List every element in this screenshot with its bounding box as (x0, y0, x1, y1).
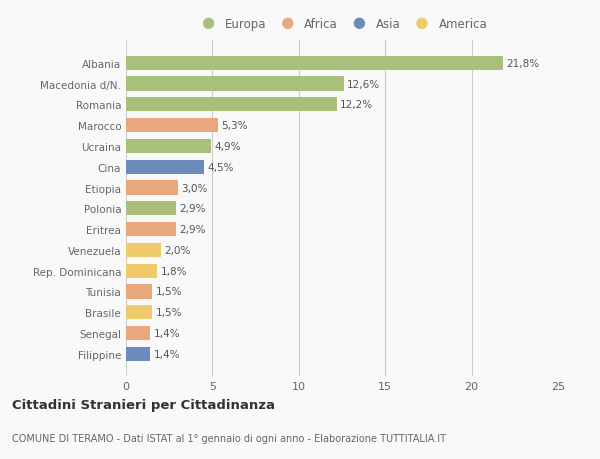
Text: 4,9%: 4,9% (214, 142, 241, 151)
Text: 12,2%: 12,2% (340, 100, 373, 110)
Text: 2,9%: 2,9% (179, 204, 206, 214)
Text: 2,0%: 2,0% (164, 246, 190, 255)
Bar (126, 181, 178, 195)
Bar (126, 119, 218, 133)
Bar (126, 264, 157, 278)
Text: 1,4%: 1,4% (154, 328, 180, 338)
Bar (126, 243, 161, 257)
Text: COMUNE DI TERAMO - Dati ISTAT al 1° gennaio di ogni anno - Elaborazione TUTTITAL: COMUNE DI TERAMO - Dati ISTAT al 1° genn… (12, 433, 446, 442)
Bar (126, 347, 150, 361)
Bar (126, 77, 344, 91)
Bar (126, 98, 337, 112)
Text: 1,5%: 1,5% (155, 308, 182, 318)
Bar (126, 306, 152, 319)
Legend: Europa, Africa, Asia, America: Europa, Africa, Asia, America (192, 14, 492, 36)
Text: 4,5%: 4,5% (207, 162, 234, 172)
Text: 21,8%: 21,8% (506, 59, 539, 68)
Text: 2,9%: 2,9% (179, 224, 206, 235)
Text: 12,6%: 12,6% (347, 79, 380, 90)
Text: 5,3%: 5,3% (221, 121, 248, 131)
Bar (126, 140, 211, 154)
Bar (126, 326, 150, 341)
Bar (126, 223, 176, 237)
Bar (126, 285, 152, 299)
Text: 1,4%: 1,4% (154, 349, 180, 359)
Text: 1,5%: 1,5% (155, 287, 182, 297)
Text: 3,0%: 3,0% (181, 183, 208, 193)
Bar (126, 56, 503, 71)
Bar (126, 202, 176, 216)
Text: Cittadini Stranieri per Cittadinanza: Cittadini Stranieri per Cittadinanza (12, 398, 275, 412)
Bar (126, 160, 204, 174)
Text: 1,8%: 1,8% (161, 266, 187, 276)
